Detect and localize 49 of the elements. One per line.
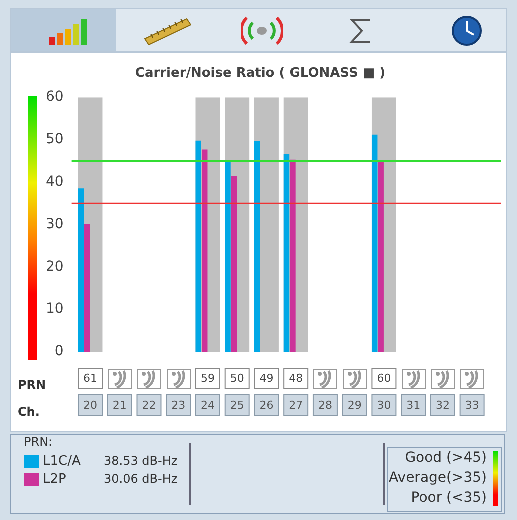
y-tick-label: 60 bbox=[46, 89, 64, 106]
x-tick-label: 30 bbox=[377, 398, 392, 412]
x-tick-label: 27 bbox=[289, 398, 304, 412]
y-tick-label: 40 bbox=[46, 174, 64, 190]
y-tick-label: 30 bbox=[46, 216, 64, 232]
legend-label: L2P bbox=[43, 472, 66, 487]
bar bbox=[78, 188, 84, 352]
x-tick-label: 24 bbox=[200, 398, 215, 412]
bar bbox=[378, 160, 384, 352]
bar bbox=[284, 154, 290, 352]
x-tick-label: 31 bbox=[406, 398, 421, 412]
text: Good (>45) bbox=[405, 450, 487, 466]
x-tick-label: 20 bbox=[84, 398, 98, 412]
bar bbox=[196, 140, 202, 352]
text: 49 bbox=[260, 372, 274, 385]
text: 59 bbox=[200, 372, 215, 385]
text: 38.53 dB-Hz bbox=[104, 454, 178, 468]
y-tick-label: 50 bbox=[46, 132, 64, 148]
x-tick-label: 22 bbox=[142, 398, 156, 412]
chart-title: Carrier/Noise Ratio ( GLONASS ■ ) bbox=[135, 66, 386, 82]
text: PRN bbox=[18, 378, 46, 392]
text: Poor (<35) bbox=[411, 490, 487, 506]
text: 61 bbox=[84, 372, 98, 385]
y-tick-label: 20 bbox=[46, 258, 64, 275]
text: 50 bbox=[230, 372, 244, 385]
bar bbox=[290, 160, 296, 352]
bar bbox=[225, 162, 231, 352]
x-tick-label: 29 bbox=[348, 398, 362, 412]
x-tick-label: 21 bbox=[112, 398, 127, 412]
text: 30.06 dB-Hz bbox=[104, 472, 178, 486]
text: PRN: bbox=[24, 435, 53, 449]
bar bbox=[202, 150, 208, 352]
x-tick-label: 28 bbox=[318, 398, 332, 412]
text: 48 bbox=[289, 372, 304, 385]
x-tick-label: 32 bbox=[436, 398, 450, 412]
x-tick-label: 33 bbox=[465, 398, 480, 412]
text: Average(>35) bbox=[389, 470, 487, 486]
y-tick-label: 10 bbox=[46, 301, 64, 318]
bar bbox=[231, 176, 238, 352]
x-tick-label: 26 bbox=[260, 398, 274, 412]
legend-label: L1C/A bbox=[43, 454, 81, 469]
bar bbox=[84, 224, 90, 352]
x-tick-label: 25 bbox=[230, 398, 244, 412]
text: 60 bbox=[377, 372, 392, 385]
bar bbox=[254, 141, 260, 352]
text: Ch. bbox=[18, 405, 40, 419]
x-tick-label: 23 bbox=[172, 398, 186, 412]
y-tick-label: 0 bbox=[54, 344, 64, 360]
bar bbox=[372, 134, 378, 352]
